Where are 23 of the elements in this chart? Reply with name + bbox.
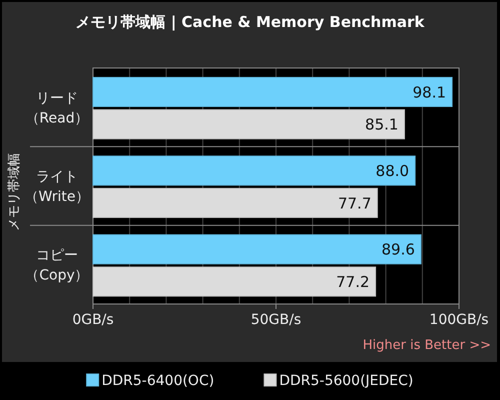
data-label: 77.7 [338,194,372,212]
x-tick-label: 0GB/s [72,312,114,328]
data-label: 88.0 [376,162,410,180]
y-tick-label: リード（Read） [25,90,89,126]
legend-label: DDR5-6400(OC) [102,373,214,390]
bar [92,266,376,297]
x-tick-label: 50GB/s [250,312,302,328]
data-label: 85.1 [365,116,398,134]
bar [92,234,422,264]
data-label: 89.6 [382,240,415,259]
y-tick-label: コピー（Copy） [25,248,89,284]
bar [92,188,378,218]
chart-title: メモリ帯域幅 | Cache & Memory Benchmark [76,13,426,31]
legend-label: DDR5-5600(JEDEC) [279,373,414,390]
y-tick-label: ライト（Write） [24,169,90,205]
y-axis-title: メモリ帯域幅 [7,153,22,231]
bar [92,76,453,108]
bar [92,109,405,140]
x-tick-label: 100GB/s [429,312,489,328]
data-label: 77.2 [336,273,370,291]
text: Higher is Better >> [362,338,491,353]
data-label: 98.1 [412,83,446,102]
bar [92,156,416,186]
